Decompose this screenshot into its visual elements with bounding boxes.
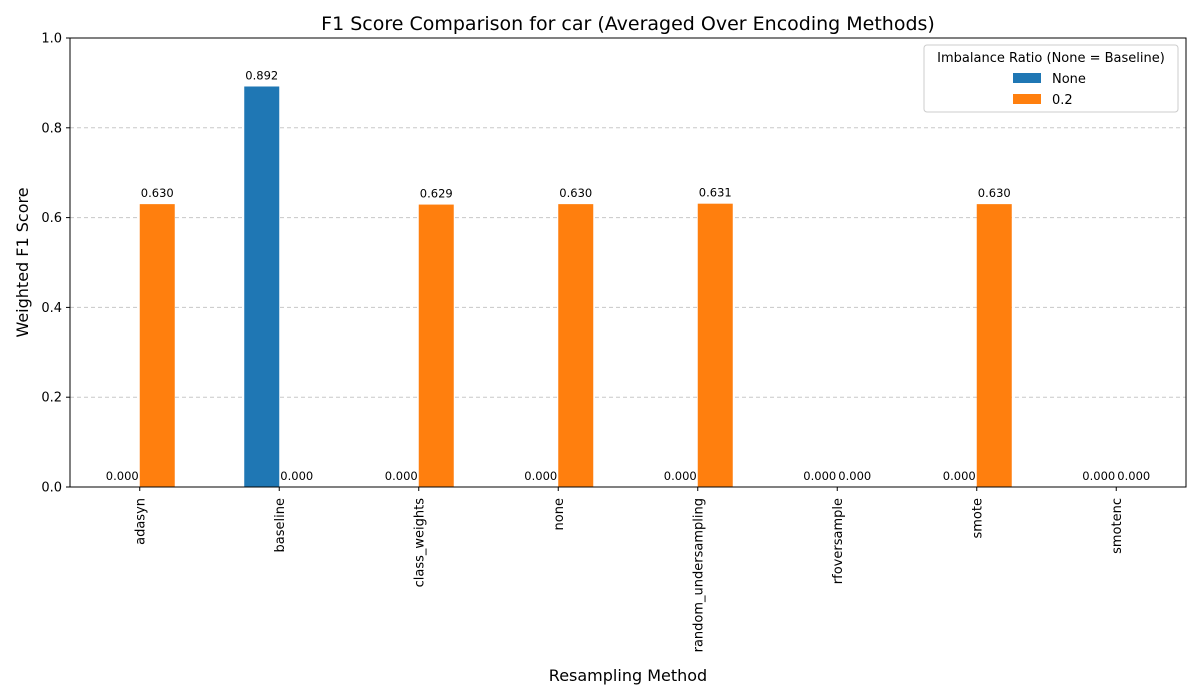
- x-tick-label: random_undersampling: [691, 498, 706, 652]
- y-tick-label: 0.0: [41, 481, 62, 496]
- data-label: 0.000: [803, 469, 836, 483]
- x-tick-label: adasyn: [133, 498, 148, 545]
- chart-title: F1 Score Comparison for car (Averaged Ov…: [321, 13, 935, 35]
- y-tick-label: 0.4: [41, 301, 62, 316]
- legend-entry: None: [1052, 72, 1086, 87]
- bar-smote-0.2: [976, 204, 1012, 487]
- legend-title: Imbalance Ratio (None = Baseline): [937, 51, 1165, 66]
- data-label: 0.630: [141, 186, 174, 200]
- data-label: 0.630: [978, 186, 1011, 200]
- x-axis-label: Resampling Method: [549, 666, 707, 685]
- legend-swatch: [1013, 94, 1041, 104]
- data-label: 0.000: [664, 469, 697, 483]
- x-tick-label: baseline: [273, 498, 288, 552]
- x-tick-label: none: [552, 498, 567, 530]
- x-tick-label: class_weights: [412, 498, 427, 588]
- bar-class_weights-0.2: [418, 204, 454, 488]
- data-label: 0.630: [559, 186, 592, 200]
- bar-adasyn-0.2: [139, 204, 175, 487]
- grid-lines: [70, 127, 1186, 398]
- bar-none-0.2: [558, 204, 594, 487]
- plot-frame: [69, 37, 1187, 488]
- data-label: 0.629: [420, 187, 453, 201]
- y-tick-label: 0.2: [41, 391, 62, 406]
- data-label: 0.000: [1082, 469, 1115, 483]
- data-label: 0.000: [943, 469, 976, 483]
- y-axis-ticks: 0.0 0.2 0.4 0.6 0.8 1.0: [41, 32, 70, 496]
- data-label: 0.000: [385, 469, 418, 483]
- legend-box: [923, 44, 1179, 113]
- x-tick-label: smote: [970, 498, 985, 539]
- data-label: 0.000: [280, 469, 313, 483]
- y-tick-label: 0.6: [41, 211, 62, 226]
- x-tick-label: smotenc: [1110, 498, 1125, 554]
- bar-baseline-None: [244, 86, 280, 487]
- legend-entry: 0.2: [1052, 93, 1073, 108]
- legend: Imbalance Ratio (None = Baseline) None 0.…: [923, 44, 1179, 113]
- legend-swatch: [1013, 73, 1041, 83]
- data-label: 0.892: [245, 68, 278, 82]
- x-axis-ticks: adasyn baseline class_weights none random_un…: [133, 487, 1125, 652]
- legend-items: None 0.2: [1013, 72, 1086, 108]
- data-label: 0.000: [838, 469, 871, 483]
- y-axis-label: Weighted F1 Score: [13, 187, 32, 337]
- bars: [139, 86, 1012, 488]
- data-label: 0.000: [1117, 469, 1150, 483]
- data-label: 0.000: [106, 469, 139, 483]
- y-tick-label: 1.0: [41, 32, 62, 47]
- bar-random_undersampling-0.2: [697, 203, 733, 487]
- y-tick-label: 0.8: [41, 121, 62, 136]
- data-label: 0.000: [524, 469, 557, 483]
- data-label: 0.631: [699, 186, 732, 200]
- x-tick-label: rfoversample: [831, 498, 846, 584]
